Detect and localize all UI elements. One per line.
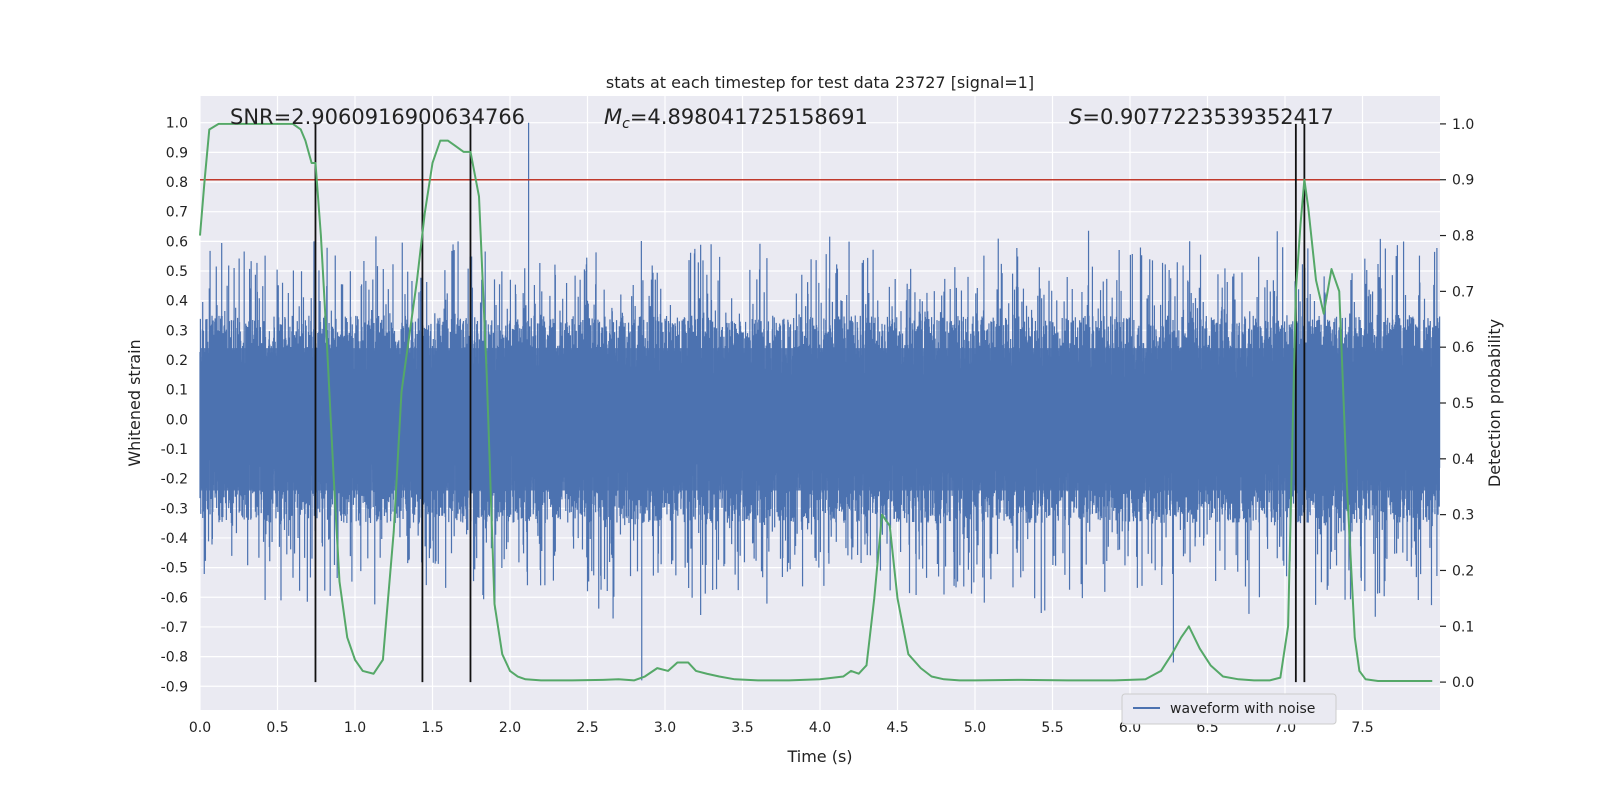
y-right-tick-label: 0.6 [1452, 340, 1474, 356]
y-right-tick-label: 1.0 [1452, 117, 1474, 133]
y-left-tick-label: 0.2 [166, 353, 188, 369]
chart-title: stats at each timestep for test data 237… [606, 73, 1034, 92]
y-right-tick-label: 0.8 [1452, 229, 1474, 245]
waveform-series [199, 122, 1441, 681]
s-annotation: S=0.9077223539352417 [1069, 105, 1334, 129]
legend-label: waveform with noise [1170, 701, 1315, 717]
probability-line [199, 122, 1433, 682]
y-right-axis-label: Detection probability [1485, 319, 1504, 487]
vertical-lines [314, 123, 1306, 683]
y-right-tick-label: 0.7 [1452, 284, 1474, 300]
y-left-tick-label: 0.0 [166, 412, 188, 428]
y-right-tick-label: 0.9 [1452, 173, 1474, 189]
x-tick-label: 4.5 [886, 720, 908, 736]
x-tick-label: 0.0 [189, 720, 211, 736]
probability-series [199, 122, 1433, 682]
s-value: =0.9077223539352417 [1082, 105, 1333, 129]
y-right-tick-label: 0.3 [1452, 508, 1474, 524]
y-left-tick-label: 0.1 [166, 383, 188, 399]
y-right-tick-label: 0.4 [1452, 452, 1474, 468]
y-left-tick-label: 0.7 [166, 205, 188, 221]
x-tick-label: 2.5 [576, 720, 598, 736]
y-left-tick-label: -0.6 [161, 590, 188, 606]
y-right-tick-label: 0.2 [1452, 563, 1474, 579]
y-right-tick-label: 0.0 [1452, 675, 1474, 691]
s-symbol: S [1069, 105, 1082, 129]
y-left-tick-label: 0.8 [166, 175, 188, 191]
y-left-tick-label: -0.9 [161, 679, 188, 695]
x-axis-label: Time (s) [786, 747, 852, 766]
x-tick-label: 0.5 [266, 720, 288, 736]
mc-subscript: c [622, 116, 630, 132]
y-left-tick-label: 0.4 [166, 294, 188, 310]
x-tick-label: 5.5 [1041, 720, 1063, 736]
y-left-tick-label: -0.3 [161, 501, 188, 517]
y-left-tick-label: -0.7 [161, 620, 188, 636]
x-tick-label: 7.5 [1351, 720, 1373, 736]
x-tick-label: 1.5 [421, 720, 443, 736]
snr-annotation: SNR=2.9060916900634766 [230, 105, 525, 129]
y-left-tick-label: 0.3 [166, 323, 188, 339]
y-left-tick-label: -0.5 [161, 561, 188, 577]
y-left-tick-label: 0.6 [166, 234, 188, 250]
y-right-tick-label: 0.1 [1452, 619, 1474, 635]
x-tick-label: 5.0 [964, 720, 986, 736]
y-right-tick-labels: 0.0 0.1 0.2 0.3 0.4 0.5 0.6 0.7 0.8 0.9 1.0 [1440, 117, 1474, 691]
x-tick-label: 1.0 [344, 720, 366, 736]
mc-annotation: Mc=4.898041725158691 [604, 105, 868, 132]
y-left-tick-label: -0.8 [161, 650, 188, 666]
y-left-tick-label: -0.2 [161, 472, 188, 488]
y-left-tick-label: 1.0 [166, 116, 188, 132]
legend: waveform with noise [1121, 693, 1337, 725]
y-left-tick-labels: -0.9 -0.8 -0.7 -0.6 -0.5 -0.4 -0.3 -0.2 -0.1 0.0 0… [161, 116, 188, 696]
x-tick-label: 2.0 [499, 720, 521, 736]
waveform-dense-band [200, 348, 1440, 491]
mc-value: =4.898041725158691 [630, 105, 868, 129]
mc-symbol: M [604, 105, 622, 129]
y-right-tick-label: 0.5 [1452, 396, 1474, 412]
y-left-tick-label: -0.1 [161, 442, 188, 458]
y-left-tick-label: -0.4 [161, 531, 188, 547]
x-tick-label: 3.0 [654, 720, 676, 736]
y-left-tick-label: 0.5 [166, 264, 188, 280]
x-tick-label: 4.0 [809, 720, 831, 736]
legend-box [1121, 693, 1337, 725]
x-tick-label: 3.5 [731, 720, 753, 736]
y-left-tick-label: 0.9 [166, 145, 188, 161]
y-left-axis-label: Whitened strain [125, 339, 144, 466]
